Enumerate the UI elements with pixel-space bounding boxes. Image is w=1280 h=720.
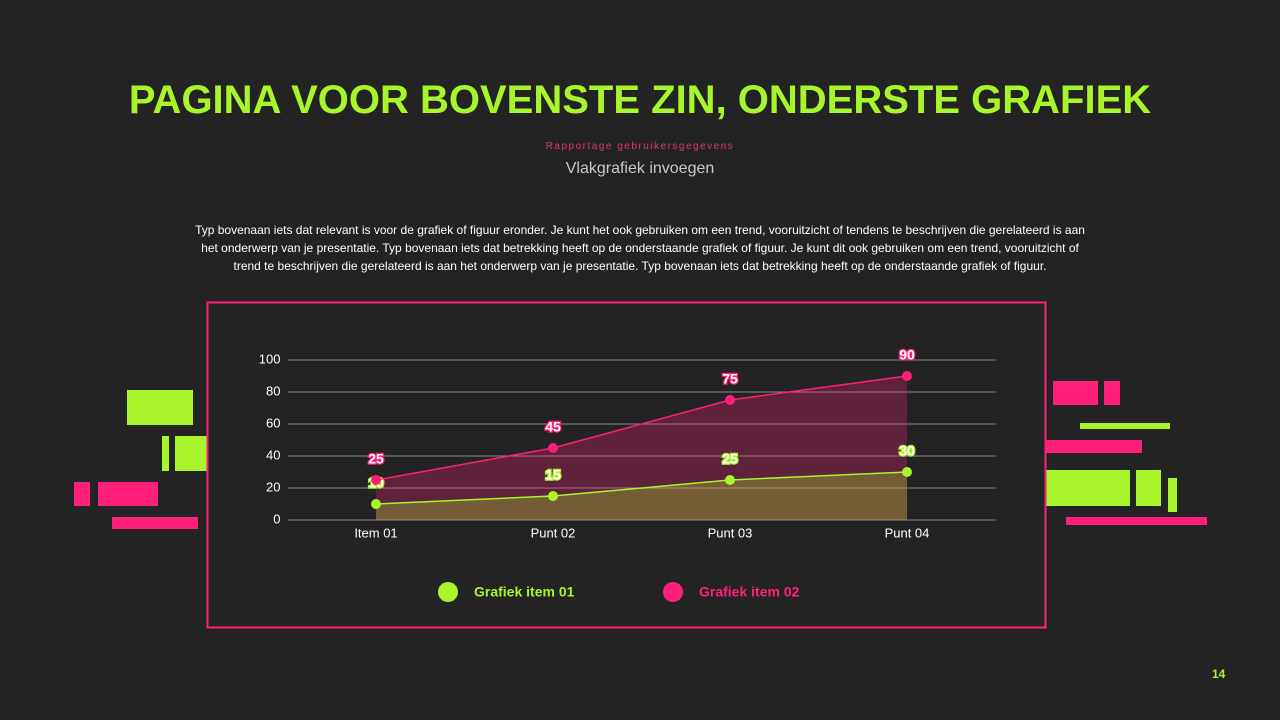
page-number: 14 xyxy=(1212,667,1226,681)
legend-label: Grafiek item 01 xyxy=(474,584,575,600)
legend-label: Grafiek item 02 xyxy=(699,584,800,600)
x-tick-label: Punt 03 xyxy=(708,525,753,540)
point xyxy=(371,475,381,485)
title: PAGINA VOOR BOVENSTE ZIN, ONDERSTE GRAFI… xyxy=(128,78,1152,122)
subtitle: Vlakgrafiek invoegen xyxy=(565,160,715,177)
data-label: 30 xyxy=(899,443,915,459)
point xyxy=(725,395,735,405)
data-label: 15 xyxy=(545,467,561,483)
point xyxy=(548,443,558,453)
kicker: Rapportage gebruikersgegevens xyxy=(545,141,735,152)
x-tick-label: Item 01 xyxy=(354,525,397,540)
data-label: 90 xyxy=(899,347,915,363)
data-label: 45 xyxy=(545,419,561,435)
x-tick-label: Punt 04 xyxy=(885,525,930,540)
chart-frame xyxy=(206,301,1047,629)
point xyxy=(725,475,735,485)
decoration xyxy=(74,381,1207,529)
data-label: 75 xyxy=(722,371,738,387)
body-text: Typ bovenaan iets dat relevant is voor d… xyxy=(195,223,1085,273)
legend-marker xyxy=(438,582,458,602)
y-tick-label: 40 xyxy=(266,447,280,462)
y-tick-label: 60 xyxy=(266,415,280,430)
y-tick-label: 20 xyxy=(266,479,280,494)
legend-marker xyxy=(663,582,683,602)
line xyxy=(375,471,908,505)
point xyxy=(548,491,558,501)
area xyxy=(376,376,907,520)
y-tick-label: 100 xyxy=(259,351,281,366)
x-tick-label: Punt 02 xyxy=(531,525,576,540)
data-label: 25 xyxy=(368,451,384,467)
point xyxy=(902,467,912,477)
data-label: 25 xyxy=(722,451,738,467)
point xyxy=(371,499,381,509)
line xyxy=(375,375,908,481)
y-tick-label: 0 xyxy=(273,511,280,526)
y-tick-label: 80 xyxy=(266,383,280,398)
area xyxy=(376,472,907,520)
point xyxy=(902,371,912,381)
